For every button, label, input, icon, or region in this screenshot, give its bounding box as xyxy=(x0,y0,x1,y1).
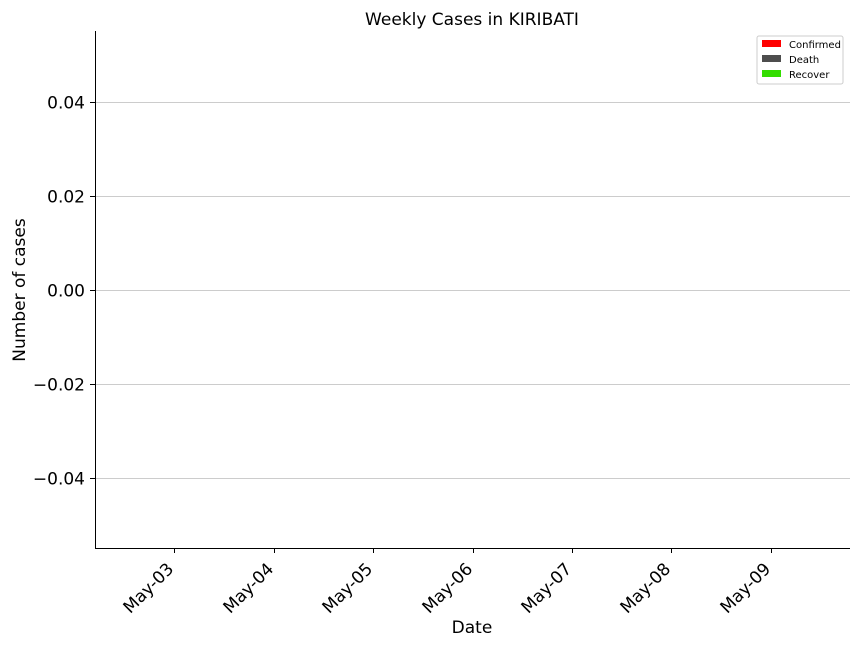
x-tick-label: May-07 xyxy=(518,559,576,617)
legend-swatch xyxy=(762,40,781,47)
x-tick-label: May-08 xyxy=(617,559,675,617)
legend-swatch xyxy=(762,70,781,77)
legend-swatch xyxy=(762,55,781,62)
x-ticks: May-03 May-04 May-05 May-06 May-07 May-08 May-… xyxy=(120,548,775,618)
legend-label: Recover xyxy=(789,70,830,81)
x-tick-label: May-06 xyxy=(419,559,477,617)
legend: Confirmed Death Recover xyxy=(756,35,844,85)
x-axis-label: Date xyxy=(452,618,493,638)
y-tick-label: 0.04 xyxy=(47,94,85,114)
y-axis-label: Number of cases xyxy=(10,218,30,362)
gridlines xyxy=(95,102,850,479)
chart-title: Weekly Cases in KIRIBATI xyxy=(365,10,579,30)
y-tick-label: 0.00 xyxy=(47,282,85,302)
y-tick-label: −0.02 xyxy=(33,376,85,396)
x-tick-label: May-05 xyxy=(319,559,377,617)
y-tick-label: −0.04 xyxy=(33,470,85,490)
x-tick-label: May-04 xyxy=(220,559,278,617)
x-tick-label: May-03 xyxy=(120,559,178,617)
x-tick-label: May-09 xyxy=(717,559,775,617)
legend-label: Death xyxy=(789,55,819,66)
y-ticks: −0.04 −0.02 0.00 0.02 0.04 xyxy=(33,94,95,490)
y-tick-label: 0.02 xyxy=(47,188,85,208)
legend-label: Confirmed xyxy=(789,40,841,51)
